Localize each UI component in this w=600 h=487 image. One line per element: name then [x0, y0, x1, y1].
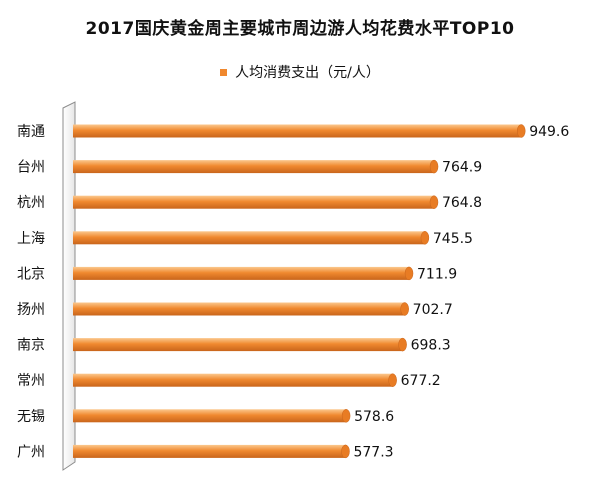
- bar: [73, 302, 405, 316]
- value-label: 949.6: [529, 124, 569, 140]
- category-label: 北京: [17, 266, 45, 282]
- value-label: 578.6: [354, 409, 394, 425]
- bar: [73, 231, 425, 245]
- category-label: 扬州: [17, 302, 45, 318]
- value-label: 677.2: [401, 373, 441, 389]
- category-label: 南通: [17, 124, 45, 140]
- bar-end-cap: [388, 373, 397, 387]
- value-label: 698.3: [411, 338, 451, 354]
- category-label: 广州: [17, 444, 45, 460]
- bar-end-cap: [341, 409, 351, 423]
- category-label: 台州: [17, 160, 45, 176]
- legend: 人均消费支出（元/人）: [0, 62, 600, 82]
- bar: [73, 160, 435, 174]
- bar: [73, 195, 434, 209]
- bar: [73, 338, 403, 352]
- bar: [73, 124, 522, 138]
- category-label: 无锡: [17, 409, 45, 425]
- bar: [73, 373, 393, 387]
- axis-wall: [62, 101, 76, 471]
- bar-end-cap: [400, 302, 409, 316]
- bar-end-cap: [341, 444, 350, 459]
- bar-end-cap: [516, 124, 526, 138]
- value-label: 764.8: [442, 195, 482, 211]
- bar: [73, 409, 347, 423]
- legend-swatch: [220, 68, 228, 76]
- category-label: 杭州: [17, 195, 45, 211]
- bar-end-cap: [429, 159, 439, 174]
- bar-end-cap: [429, 195, 439, 209]
- category-label: 上海: [17, 231, 45, 247]
- legend-label: 人均消费支出（元/人）: [235, 65, 380, 81]
- category-label: 常州: [17, 373, 45, 389]
- chart-title: 2017国庆黄金周主要城市周边游人均花费水平TOP10: [85, 19, 515, 39]
- bar-end-cap: [420, 231, 430, 245]
- value-label: 745.5: [433, 231, 473, 247]
- bar-end-cap: [398, 337, 407, 352]
- value-label: 711.9: [417, 266, 457, 282]
- bar-end-cap: [404, 266, 414, 281]
- bar: [73, 444, 346, 458]
- value-label: 702.7: [413, 302, 453, 318]
- bar: [73, 266, 410, 280]
- value-label: 764.9: [442, 160, 482, 176]
- value-label: 577.3: [353, 444, 393, 460]
- category-label: 南京: [17, 338, 45, 354]
